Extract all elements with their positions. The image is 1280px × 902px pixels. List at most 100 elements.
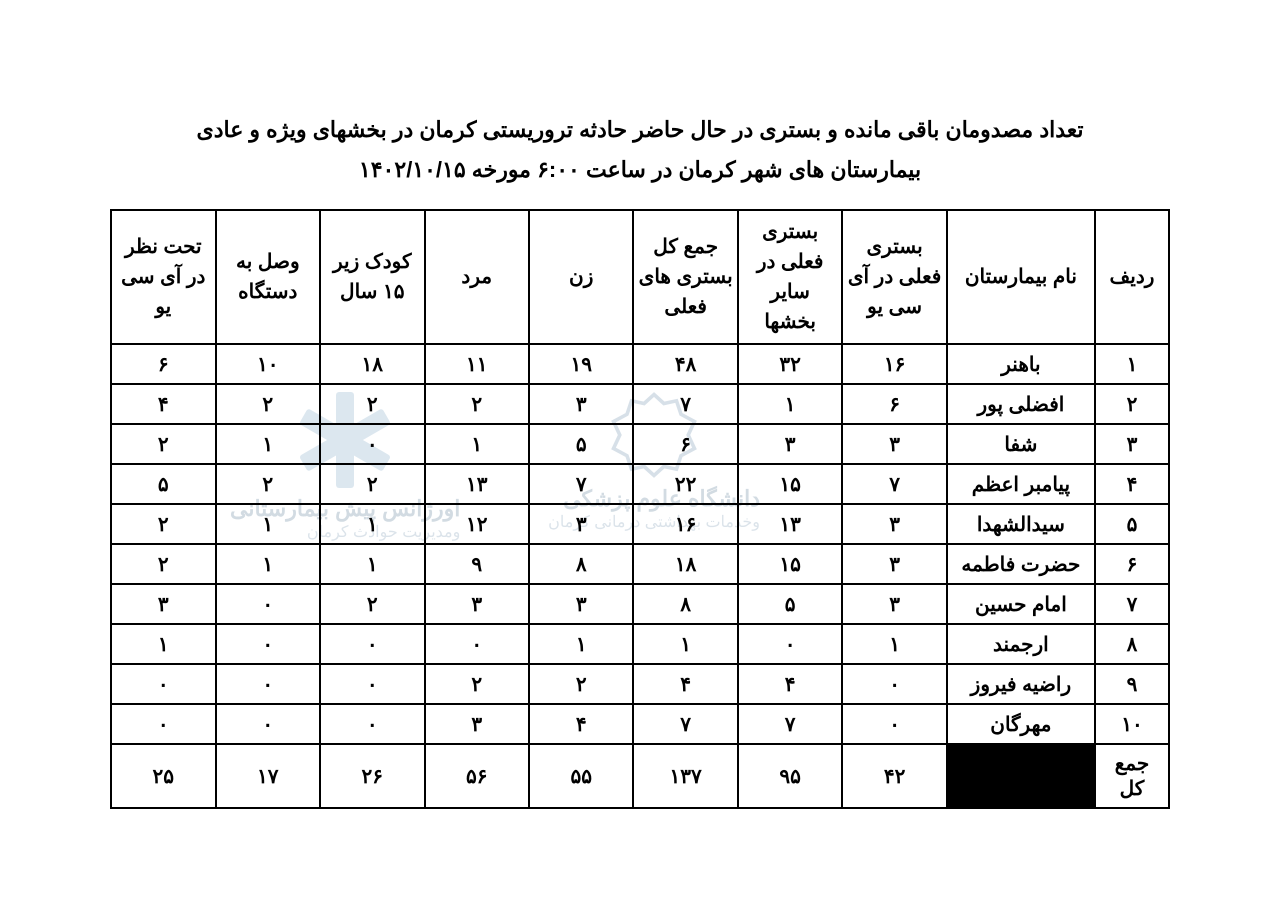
- table-cell: ۶: [633, 424, 737, 464]
- table-cell: ۰: [320, 664, 424, 704]
- table-cell: ۱: [320, 544, 424, 584]
- table-cell: ۰: [216, 664, 320, 704]
- total-icu-watch: ۲۵: [111, 744, 216, 808]
- table-cell: ۹: [425, 544, 529, 584]
- table-cell: امام حسین: [947, 584, 1095, 624]
- table-cell: ۱۸: [633, 544, 737, 584]
- table-cell: ۲۲: [633, 464, 737, 504]
- col-ventilator: وصل به دستگاه: [216, 210, 320, 344]
- table-cell: ۷: [529, 464, 633, 504]
- col-icu-watch: تحت نظر در آی سی یو: [111, 210, 216, 344]
- table-cell: ۷: [633, 384, 737, 424]
- title-line-2: بیمارستان های شهر کرمان در ساعت ۶:۰۰ مور…: [110, 150, 1170, 190]
- table-cell: ۰: [842, 664, 946, 704]
- table-cell: ۶: [1095, 544, 1169, 584]
- table-cell: شفا: [947, 424, 1095, 464]
- table-cell: ۰: [738, 624, 842, 664]
- table-cell: ۲: [320, 464, 424, 504]
- table-row: ۹راضیه فیروز۰۴۴۲۲۰۰۰: [111, 664, 1169, 704]
- total-ventilator: ۱۷: [216, 744, 320, 808]
- table-cell: ۱: [633, 624, 737, 664]
- table-cell: ۱: [842, 624, 946, 664]
- table-row: ۸ارجمند۱۰۱۱۰۰۰۱: [111, 624, 1169, 664]
- table-row: ۱۰مهرگان۰۷۷۴۳۰۰۰: [111, 704, 1169, 744]
- col-children: کودک زیر ۱۵ سال: [320, 210, 424, 344]
- table-cell: ارجمند: [947, 624, 1095, 664]
- table-cell: ۴۸: [633, 344, 737, 384]
- table-header-row: ردیف نام بیمارستان بستری فعلی در آی سی ی…: [111, 210, 1169, 344]
- table-cell: ۲: [425, 384, 529, 424]
- table-cell: ۰: [216, 704, 320, 744]
- table-cell: ۳: [842, 504, 946, 544]
- table-cell: ۲: [111, 504, 216, 544]
- table-body: ۱باهنر۱۶۳۲۴۸۱۹۱۱۱۸۱۰۶۲افضلی پور۶۱۷۳۲۲۲۴۳…: [111, 344, 1169, 744]
- table-cell: ۱: [1095, 344, 1169, 384]
- table-cell: ۵: [529, 424, 633, 464]
- table-row: ۱باهنر۱۶۳۲۴۸۱۹۱۱۱۸۱۰۶: [111, 344, 1169, 384]
- table-cell: ۱۶: [842, 344, 946, 384]
- table-cell: ۰: [111, 704, 216, 744]
- table-cell: ۱۵: [738, 464, 842, 504]
- table-row: ۴پیامبر اعظم۷۱۵۲۲۷۱۳۲۲۵: [111, 464, 1169, 504]
- table-row: ۳شفا۳۳۶۵۱۰۱۲: [111, 424, 1169, 464]
- table-cell: ۴: [111, 384, 216, 424]
- table-cell: ۵: [738, 584, 842, 624]
- table-cell: ۱: [216, 504, 320, 544]
- total-other: ۹۵: [738, 744, 842, 808]
- table-cell: ۳: [842, 544, 946, 584]
- table-cell: ۲: [320, 384, 424, 424]
- table-cell: ۷: [738, 704, 842, 744]
- table-cell: ۷: [1095, 584, 1169, 624]
- table-cell: ۱: [320, 504, 424, 544]
- table-cell: ۱: [738, 384, 842, 424]
- table-cell: سیدالشهدا: [947, 504, 1095, 544]
- table-cell: ۱۵: [738, 544, 842, 584]
- table-cell: ۲: [216, 384, 320, 424]
- table-cell: ۱: [529, 624, 633, 664]
- table-cell: ۴: [738, 664, 842, 704]
- table-cell: ۲: [425, 664, 529, 704]
- table-cell: ۰: [320, 424, 424, 464]
- total-all: ۱۳۷: [633, 744, 737, 808]
- table-cell: ۰: [320, 624, 424, 664]
- table-row: ۲افضلی پور۶۱۷۳۲۲۲۴: [111, 384, 1169, 424]
- table-cell: ۲: [320, 584, 424, 624]
- table-cell: ۷: [842, 464, 946, 504]
- col-female: زن: [529, 210, 633, 344]
- table-cell: ۱۹: [529, 344, 633, 384]
- total-female: ۵۵: [529, 744, 633, 808]
- table-cell: ۸: [529, 544, 633, 584]
- table-cell: ۱۱: [425, 344, 529, 384]
- table-cell: ۰: [320, 704, 424, 744]
- table-cell: راضیه فیروز: [947, 664, 1095, 704]
- table-cell: ۲: [216, 464, 320, 504]
- table-cell: ۰: [111, 664, 216, 704]
- table-cell: ۱۰: [1095, 704, 1169, 744]
- col-other-wards: بستری فعلی در سایر بخشها: [738, 210, 842, 344]
- table-cell: ۲: [1095, 384, 1169, 424]
- col-male: مرد: [425, 210, 529, 344]
- table-cell: ۳: [111, 584, 216, 624]
- total-icu: ۴۲: [842, 744, 946, 808]
- table-cell: ۰: [425, 624, 529, 664]
- table-cell: ۵: [1095, 504, 1169, 544]
- title-block: تعداد مصدومان باقی مانده و بستری در حال …: [110, 110, 1170, 189]
- table-cell: ۸: [633, 584, 737, 624]
- title-line-1: تعداد مصدومان باقی مانده و بستری در حال …: [110, 110, 1170, 150]
- table-cell: ۱۳: [738, 504, 842, 544]
- table-cell: ۳: [529, 584, 633, 624]
- table-cell: ۱۲: [425, 504, 529, 544]
- table-total-row: جمع کل ۴۲ ۹۵ ۱۳۷ ۵۵ ۵۶ ۲۶ ۱۷ ۲۵: [111, 744, 1169, 808]
- table-cell: پیامبر اعظم: [947, 464, 1095, 504]
- table-cell: ۱۰: [216, 344, 320, 384]
- table-cell: ۳: [425, 704, 529, 744]
- table-cell: ۳: [425, 584, 529, 624]
- table-cell: ۰: [216, 624, 320, 664]
- table-cell: ۶: [111, 344, 216, 384]
- table-cell: افضلی پور: [947, 384, 1095, 424]
- table-cell: ۱۸: [320, 344, 424, 384]
- table-cell: ۲: [111, 424, 216, 464]
- table-cell: ۳: [842, 424, 946, 464]
- total-blank-cell: [947, 744, 1095, 808]
- table-cell: ۳۲: [738, 344, 842, 384]
